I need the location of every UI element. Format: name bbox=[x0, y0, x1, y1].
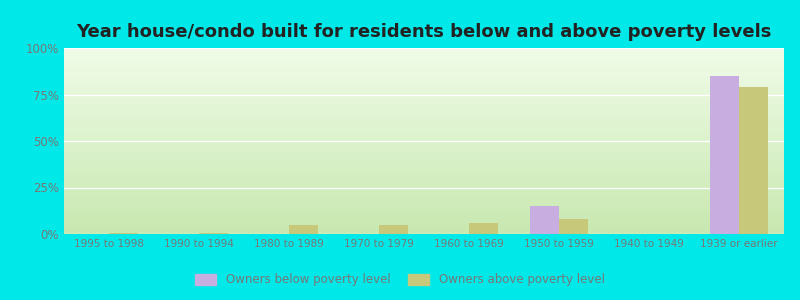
Bar bbox=[109, 233, 138, 234]
Title: Year house/condo built for residents below and above poverty levels: Year house/condo built for residents bel… bbox=[76, 23, 772, 41]
Bar bbox=[469, 223, 498, 234]
Bar bbox=[199, 233, 228, 234]
Bar bbox=[559, 219, 588, 234]
Bar bbox=[739, 87, 768, 234]
Legend: Owners below poverty level, Owners above poverty level: Owners below poverty level, Owners above… bbox=[190, 269, 610, 291]
Bar bbox=[530, 206, 559, 234]
Bar bbox=[379, 225, 408, 234]
Bar bbox=[289, 225, 318, 234]
Bar bbox=[710, 76, 739, 234]
